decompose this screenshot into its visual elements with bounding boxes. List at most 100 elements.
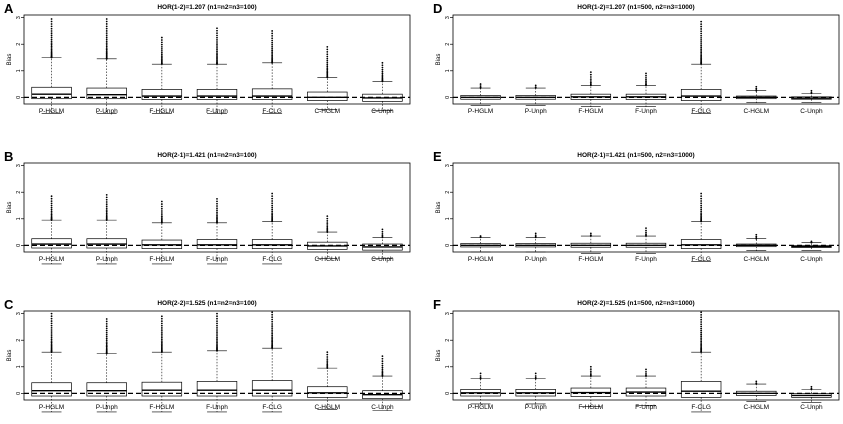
- panel-label: A: [4, 1, 14, 16]
- outlier-point: [216, 343, 218, 345]
- outlier-point: [271, 41, 274, 44]
- outlier-point: [755, 87, 758, 90]
- outlier-point: [700, 51, 703, 54]
- x-tick-label: C-Unph: [800, 108, 823, 115]
- y-tick-label: 0: [445, 392, 451, 395]
- outlier-point: [271, 208, 274, 211]
- outlier-point: [479, 86, 482, 89]
- outlier-point: [160, 217, 163, 220]
- x-tick-label: C-HGLM: [314, 404, 340, 411]
- outlier-point: [105, 18, 108, 20]
- outlier-point: [326, 224, 329, 226]
- outlier-point: [105, 341, 108, 344]
- outlier-point: [271, 340, 274, 343]
- x-tick-label: C-HGLM: [314, 108, 340, 115]
- outlier-point: [700, 331, 703, 334]
- outlier-point: [326, 65, 329, 68]
- panel-label: D: [433, 1, 442, 16]
- outlier-point: [50, 27, 53, 30]
- outlier-point: [216, 320, 218, 323]
- outlier-point: [589, 76, 592, 78]
- x-tick-label: F-Unph: [635, 108, 657, 115]
- outlier-point: [381, 364, 384, 367]
- outlier-point: [105, 333, 108, 336]
- outlier-point: [105, 47, 108, 50]
- outlier-point: [160, 53, 163, 56]
- x-tick-label: P-HGLM: [468, 404, 493, 411]
- outlier-point: [271, 334, 274, 337]
- outlier-point: [105, 327, 108, 330]
- x-tick-label: P-Unph: [96, 256, 118, 263]
- outlier-point: [479, 376, 482, 379]
- x-tick-label: C-HGLM: [314, 256, 340, 263]
- outlier-point: [105, 212, 108, 215]
- outlier-point: [381, 75, 384, 78]
- box-F-CLG: [680, 381, 722, 398]
- outlier-point: [105, 27, 108, 30]
- outlier-point: [216, 207, 218, 210]
- outlier-point: [534, 84, 537, 87]
- outlier-point: [160, 51, 163, 54]
- x-tick-label: P-HGLM: [468, 256, 493, 263]
- outlier-point: [50, 32, 53, 35]
- x-tick-label: P-Unph: [525, 404, 547, 411]
- outlier-point: [700, 311, 703, 314]
- outlier-point: [160, 322, 163, 325]
- plot-frame: [23, 14, 411, 105]
- outlier-point: [326, 358, 329, 361]
- outlier-point: [105, 40, 108, 43]
- outlier-point: [271, 45, 274, 48]
- outlier-point: [700, 197, 703, 200]
- outlier-point: [589, 78, 592, 81]
- outlier-point: [50, 51, 53, 54]
- outlier-point: [755, 380, 758, 383]
- outlier-point: [700, 192, 703, 195]
- outlier-point: [216, 341, 218, 344]
- outlier-point: [700, 28, 703, 30]
- outlier-point: [160, 203, 163, 205]
- outlier-point: [700, 215, 703, 218]
- outlier-point: [645, 74, 647, 77]
- box-F-CLG: [251, 239, 293, 249]
- outlier-point: [381, 370, 384, 373]
- x-tick-label: F-CLG: [262, 108, 282, 115]
- outlier-point: [381, 355, 384, 358]
- outlier-point: [700, 329, 703, 332]
- outlier-point: [700, 313, 703, 316]
- y-tick-label: 0: [16, 96, 22, 99]
- outlier-point: [589, 365, 592, 368]
- y-tick-label: 1: [16, 217, 22, 220]
- x-tick-label: P-Unph: [96, 108, 118, 115]
- outlier-point: [216, 217, 218, 220]
- x-tick-label: C-HGLM: [743, 108, 769, 115]
- outlier-point: [326, 360, 329, 362]
- outlier-point: [700, 216, 703, 219]
- outlier-point: [700, 325, 703, 328]
- outlier-point: [216, 335, 218, 337]
- outlier-point: [700, 44, 703, 47]
- outlier-point: [160, 315, 163, 318]
- panel-C: C HOR(2-2)=1.525 (n1=n2=n3=100) Bias 0 1 2 3 P-…: [4, 297, 411, 413]
- outlier-point: [700, 30, 703, 33]
- outlier-point: [700, 200, 703, 202]
- outlier-point: [160, 55, 163, 58]
- outlier-point: [700, 42, 703, 45]
- outlier-point: [381, 228, 384, 231]
- outlier-point: [105, 45, 108, 48]
- outlier-point: [50, 18, 53, 20]
- outlier-point: [50, 202, 53, 205]
- outlier-point: [534, 86, 537, 89]
- outlier-point: [50, 322, 53, 325]
- x-tick-label: F-CLG: [262, 256, 282, 263]
- x-tick-label: C-Unph: [800, 256, 823, 263]
- outlier-point: [700, 213, 703, 216]
- outlier-point: [755, 382, 758, 385]
- outlier-point: [326, 225, 329, 228]
- y-axis-label: Bias: [7, 202, 13, 214]
- outlier-point: [105, 23, 108, 25]
- outlier-point: [271, 206, 274, 209]
- outlier-point: [755, 237, 758, 239]
- outlier-point: [50, 335, 53, 337]
- outlier-point: [50, 49, 53, 52]
